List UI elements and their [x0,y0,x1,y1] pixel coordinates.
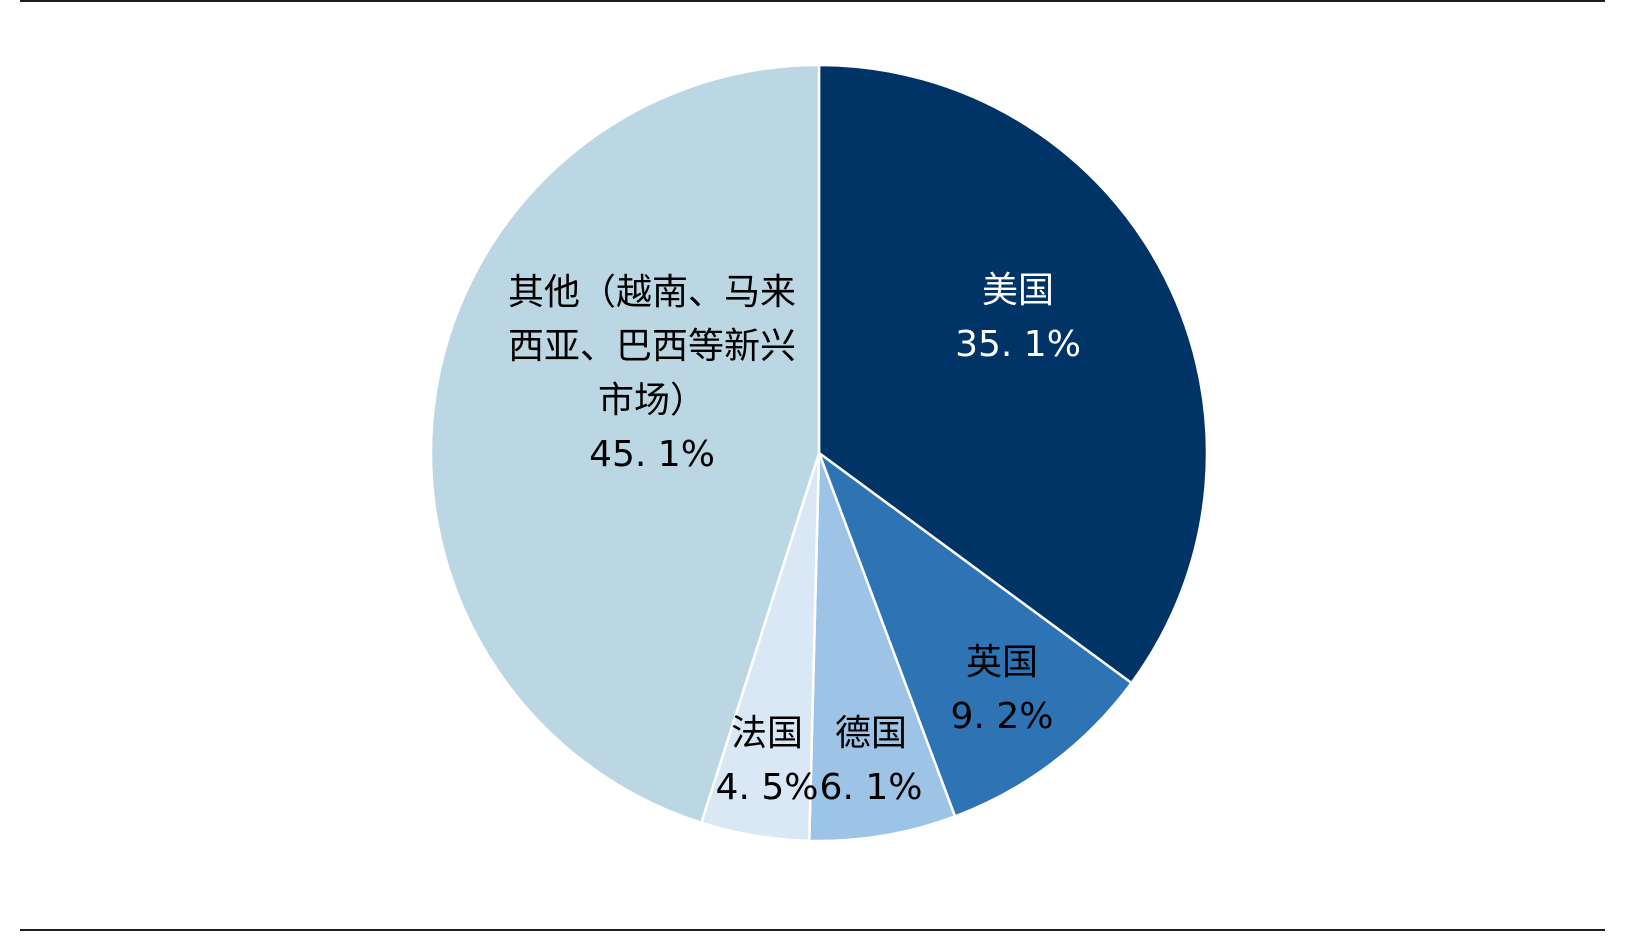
pie-slice-0 [817,63,1209,685]
slice-value-0: 35. 1% [955,324,1081,365]
slice-label-4: 市场） [598,380,706,421]
slice-label-2: 德国 [835,713,907,754]
pie-slice-2 [807,452,957,843]
slice-label-4: 其他（越南、马来 [508,272,796,313]
slice-value-2: 6. 1% [820,767,923,808]
pie-labels: 美国 35. 1% 英国 9. 2% 德国 6. 1% 法国 4. 5% 其他（越南、马来西亚、… [508,270,1081,808]
slice-value-3: 4. 5% [716,767,819,808]
slice-label-0: 美国 [982,270,1054,311]
pie-slice-4 [429,63,821,825]
pie-slice-1 [816,449,1134,818]
slice-label-3: 法国 [731,713,803,754]
top-rule [20,0,1605,2]
pie-slices [429,63,1209,843]
slice-value-4: 45. 1% [589,434,715,475]
slice-label-4: 西亚、巴西等新兴 [508,326,796,367]
slice-label-1: 英国 [966,642,1038,683]
slice-value-1: 9. 2% [951,696,1054,737]
bottom-rule [20,929,1605,931]
